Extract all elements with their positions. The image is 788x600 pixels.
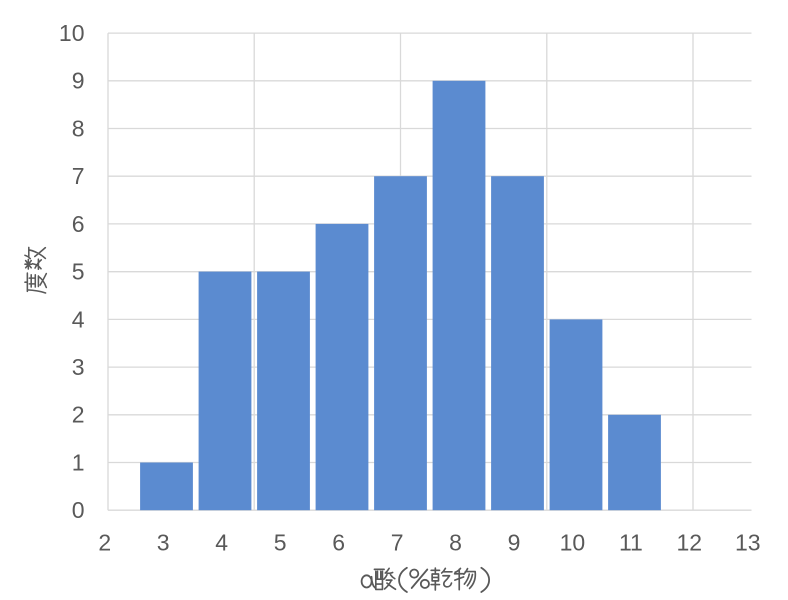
svg-text:3: 3 — [72, 354, 85, 380]
svg-text:8: 8 — [449, 530, 462, 556]
svg-text:5: 5 — [72, 259, 85, 285]
svg-text:6: 6 — [72, 211, 85, 237]
svg-text:3: 3 — [157, 530, 170, 556]
svg-text:4: 4 — [72, 306, 85, 332]
svg-text:12: 12 — [677, 530, 703, 556]
svg-text:2: 2 — [72, 402, 85, 428]
svg-text:7: 7 — [391, 530, 404, 556]
svg-text:8: 8 — [72, 115, 85, 141]
svg-text:4: 4 — [215, 530, 228, 556]
svg-text:9: 9 — [508, 530, 521, 556]
svg-text:10: 10 — [560, 530, 586, 556]
svg-text:13: 13 — [735, 530, 761, 556]
svg-text:6: 6 — [332, 530, 345, 556]
svg-text:2: 2 — [98, 530, 111, 556]
svg-text:10: 10 — [59, 20, 85, 46]
svg-text:1: 1 — [72, 449, 85, 475]
svg-text:9: 9 — [72, 68, 85, 94]
svg-text:7: 7 — [72, 163, 85, 189]
svg-text:0: 0 — [72, 497, 85, 523]
svg-text:11: 11 — [619, 530, 643, 556]
svg-text:5: 5 — [274, 530, 287, 556]
